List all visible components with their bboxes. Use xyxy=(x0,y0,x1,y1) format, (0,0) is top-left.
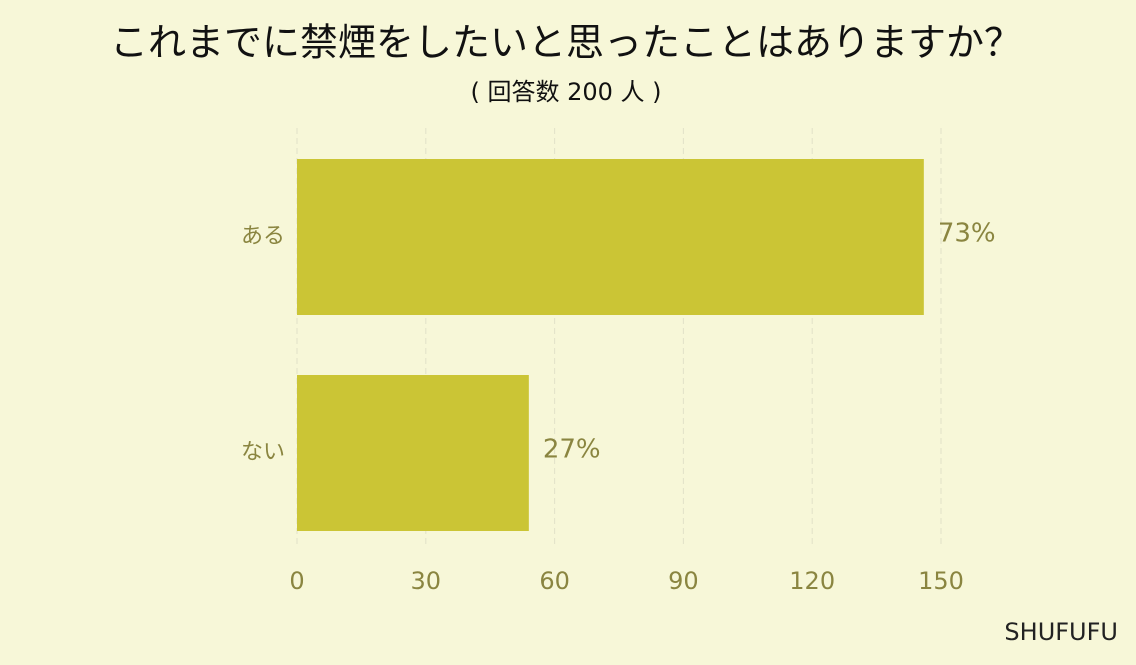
y-tick-label: ない xyxy=(241,440,285,465)
chart-subtitle: ( 回答数 200 人 ) xyxy=(470,78,661,106)
bar xyxy=(297,159,924,315)
x-tick-label: 120 xyxy=(789,567,835,595)
bar xyxy=(297,375,529,531)
x-tick-label: 90 xyxy=(668,567,699,595)
y-tick-label: ある xyxy=(241,224,285,249)
x-tick-label: 0 xyxy=(289,567,304,595)
watermark: SHUFUFU xyxy=(1004,618,1118,646)
x-tick-label: 30 xyxy=(411,567,442,595)
value-label: 73% xyxy=(938,219,996,249)
x-tick-label: 150 xyxy=(918,567,964,595)
x-tick-label: 60 xyxy=(539,567,570,595)
value-label: 27% xyxy=(543,435,601,465)
chart-title: これまでに禁煙をしたいと思ったことはありますか？ xyxy=(110,21,1022,65)
